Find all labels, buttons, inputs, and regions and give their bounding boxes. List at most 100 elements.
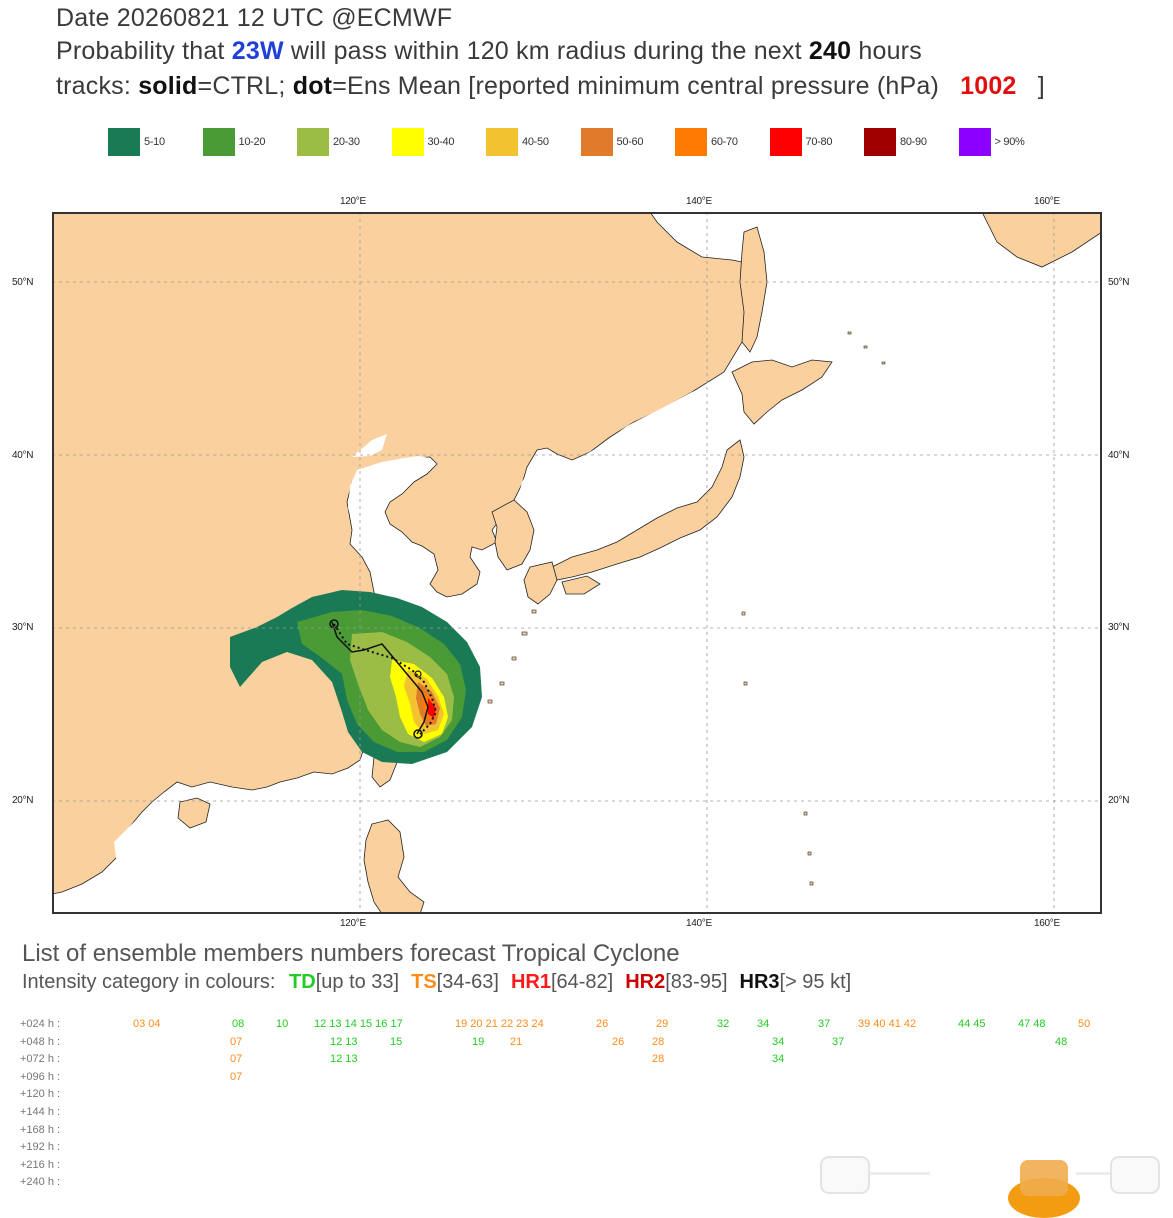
- lead-time-label: +192 h :: [20, 1141, 61, 1154]
- land-japan-hokkaido: [731, 359, 833, 425]
- legend-item: 10-20: [202, 126, 298, 158]
- legend-item: 20-30: [297, 126, 392, 158]
- land-sakhalin: [739, 226, 768, 353]
- category-range: [> 95 kt]: [779, 971, 852, 993]
- members-title: List of ensemble members numbers forecas…: [22, 940, 680, 967]
- sea-yellow-sea: [348, 456, 430, 550]
- legend-swatch: [391, 128, 424, 156]
- ens-mean-track: [333, 623, 438, 735]
- land-asia-mainland: [52, 212, 758, 895]
- legend-label: 60-70: [711, 136, 738, 148]
- radius-text: will pass within 120 km radius during th…: [290, 37, 802, 65]
- member-number: 12 13: [330, 1035, 358, 1048]
- legend-label: 50-60: [616, 136, 644, 148]
- legend-swatch: [769, 128, 802, 156]
- solid-def: =CTRL;: [197, 72, 286, 100]
- watermark: [820, 1156, 1160, 1218]
- member-number: 26: [596, 1018, 609, 1030]
- lead-time-label: +048 h :: [20, 1035, 61, 1048]
- header-tracks-line: tracks: solid=CTRL; dot=Ens Mean [report…: [56, 72, 1045, 101]
- date-text: Date 20260821 12 UTC @ECMWF: [56, 4, 453, 32]
- lon-label-top-120: 120°E: [340, 196, 366, 207]
- lat-label-right-30: 30°N: [1108, 622, 1130, 633]
- member-number: 21: [510, 1035, 523, 1048]
- lead-time-label: +024 h :: [20, 1018, 61, 1030]
- member-number: 19: [472, 1035, 485, 1048]
- member-number: 07: [230, 1053, 243, 1066]
- dot-def: =Ens Mean [reported minimum central pres…: [332, 72, 939, 100]
- track-mid-marker: [414, 670, 422, 678]
- island-chains: [487, 331, 886, 886]
- member-number: 07: [230, 1070, 243, 1083]
- legend-swatch: [108, 128, 140, 156]
- lat-label-left-20: 20°N: [12, 795, 34, 806]
- ctrl-track: [331, 621, 429, 735]
- watermark-line-right: [1076, 1172, 1116, 1175]
- legend-label: 70-80: [805, 136, 833, 148]
- lat-label-right-40: 40°N: [1108, 450, 1130, 461]
- category-range: [64-82]: [550, 971, 614, 993]
- watermark-line-left: [870, 1172, 930, 1175]
- member-number: 37: [818, 1018, 831, 1030]
- watermark-box-left: [820, 1156, 870, 1194]
- category-range: [34-63]: [436, 971, 499, 993]
- legend-item: 5-10: [108, 126, 203, 158]
- lon-label-top-160: 160°E: [1034, 196, 1060, 207]
- lat-label-left-50: 50°N: [12, 277, 34, 288]
- legend-label: 30-40: [427, 136, 455, 148]
- member-number: 32: [717, 1018, 730, 1030]
- category-name: HR3: [739, 971, 780, 993]
- land-japan-shikoku: [561, 575, 601, 595]
- land-kamchatka: [981, 212, 1102, 268]
- legend-label: 80-90: [900, 136, 927, 148]
- legend-swatch: [297, 128, 329, 156]
- sea-sea-of-japan: [517, 384, 724, 548]
- member-number: 10: [276, 1018, 289, 1030]
- member-number: 28: [652, 1053, 665, 1066]
- storm-id: 23W: [231, 37, 284, 65]
- lead-time-label: +168 h :: [20, 1123, 61, 1136]
- probability-legend: 5-10 10-20 20-30 30-40 40-50 50-60 60-70 70-80 8…: [108, 126, 1053, 158]
- legend-item: 40-50: [486, 126, 581, 158]
- category-name: TS: [411, 971, 437, 993]
- legend-item: 50-60: [580, 126, 676, 158]
- lon-label-bottom-160: 160°E: [1034, 918, 1060, 929]
- member-number: 12 13: [330, 1053, 358, 1066]
- lat-label-left-30: 30°N: [12, 622, 34, 633]
- member-number: 08: [232, 1018, 245, 1030]
- legend-item: 60-70: [675, 126, 770, 158]
- lead-time-label: +216 h :: [20, 1158, 61, 1171]
- member-number: 34: [772, 1053, 785, 1066]
- lon-label-bottom-120: 120°E: [340, 918, 366, 929]
- land-korea: [491, 499, 535, 571]
- legend-label: 20-30: [333, 136, 360, 148]
- land-luzon: [363, 819, 425, 914]
- header-probability-line: Probability that 23W will pass within 12…: [56, 37, 922, 66]
- member-number: 29: [656, 1018, 669, 1030]
- legend-swatch: [675, 128, 707, 156]
- lon-label-bottom-140: 140°E: [686, 918, 712, 929]
- category-range: [up to 33]: [315, 971, 400, 993]
- dot-label: dot: [292, 72, 333, 100]
- legend-swatch: [958, 128, 991, 156]
- legend-swatch: [864, 128, 896, 156]
- member-number: 44 45: [958, 1018, 986, 1030]
- category-name: HR2: [625, 971, 666, 993]
- intensity-categories: Intensity category in colours: TD[up to …: [22, 971, 851, 994]
- map-frame: [52, 212, 1102, 914]
- lead-time-label: +072 h :: [20, 1053, 61, 1066]
- legend-label: 5-10: [144, 136, 165, 148]
- lead-time-label: +144 h :: [20, 1106, 61, 1118]
- tracks-label: tracks:: [56, 72, 132, 100]
- category-name: HR1: [510, 971, 551, 993]
- grid: [52, 212, 1102, 914]
- member-number: 03 04: [133, 1018, 161, 1030]
- track-end-marker: [413, 729, 423, 739]
- lat-label-left-40: 40°N: [12, 450, 34, 461]
- hours-value: 240: [808, 37, 852, 65]
- legend-item: 80-90: [864, 126, 959, 158]
- member-number: 26: [612, 1035, 625, 1048]
- sea-bohai: [352, 434, 387, 457]
- lat-label-right-50: 50°N: [1108, 277, 1130, 288]
- member-number: 07: [230, 1035, 243, 1048]
